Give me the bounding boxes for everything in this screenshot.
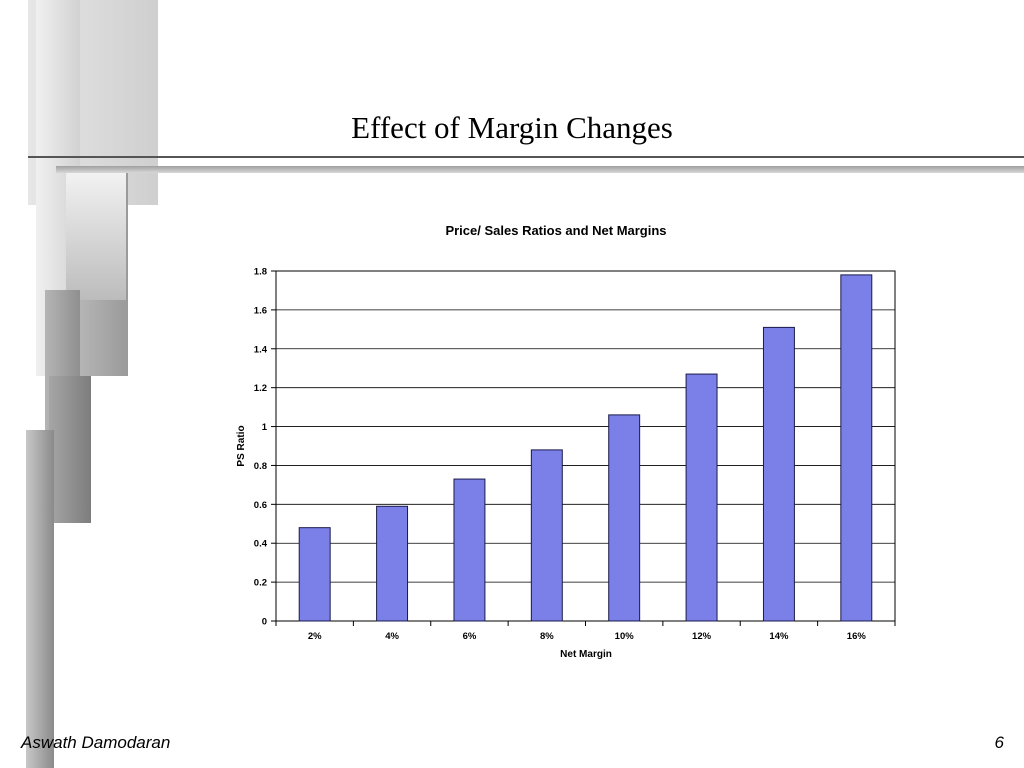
x-axis-ticks: 2% 4% 6% 8% 10% 12% 14% 16%: [275, 621, 896, 642]
decor-bar-7: [26, 430, 54, 768]
bar: [530, 449, 563, 622]
decor-bar-4: [66, 172, 126, 300]
chart-title: Price/ Sales Ratios and Net Margins: [445, 223, 666, 238]
title-rule-light: [56, 166, 1024, 173]
bar-chart: Price/ Sales Ratios and Net Margins 0 0.2…: [236, 223, 896, 660]
bar: [453, 478, 486, 622]
decor-bar-6: [49, 376, 91, 523]
slide-title: Effect of Margin Changes: [351, 110, 673, 145]
y-tick-label: 1.8: [254, 267, 267, 278]
gridlines: [276, 309, 895, 583]
page-number: 6: [994, 733, 1004, 752]
bar: [685, 373, 718, 622]
y-tick-label: 0: [262, 617, 267, 628]
bars: [298, 274, 873, 622]
y-tick-label: 1.6: [254, 305, 267, 316]
y-tick-label: 0.6: [254, 500, 267, 511]
bar: [840, 274, 873, 622]
y-tick-label: 1.4: [254, 344, 268, 355]
y-tick-label: 0.8: [254, 461, 267, 472]
x-tick-label: 10%: [615, 631, 635, 642]
y-tick-label: 1.2: [254, 383, 267, 394]
bar: [298, 527, 331, 622]
bar: [762, 326, 795, 622]
x-tick-label: 6%: [463, 631, 477, 642]
x-tick-label: 8%: [540, 631, 554, 642]
x-tick-label: 4%: [385, 631, 399, 642]
y-tick-label: 0.2: [254, 578, 267, 589]
x-tick-label: 2%: [308, 631, 322, 642]
bar: [608, 414, 641, 622]
y-tick-label: 1: [262, 422, 268, 433]
y-axis-ticks: 0 0.2 0.4 0.6 0.8 1 1.2 1.4 1.6 1.8: [254, 267, 276, 628]
footer-author: Aswath Damodaran: [21, 733, 171, 752]
x-tick-label: 14%: [769, 631, 789, 642]
x-axis-label: Net Margin: [560, 649, 612, 660]
x-tick-label: 16%: [847, 631, 867, 642]
y-tick-label: 0.4: [254, 539, 268, 550]
bar: [376, 505, 409, 622]
plot-area-border: [275, 270, 896, 622]
x-tick-label: 12%: [692, 631, 712, 642]
y-axis-label: PS Ratio: [236, 425, 247, 466]
title-rule-dark: [28, 156, 1024, 158]
